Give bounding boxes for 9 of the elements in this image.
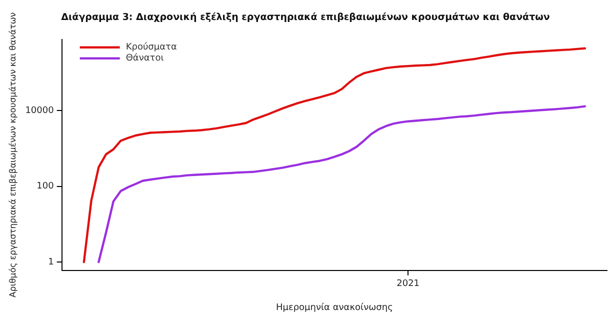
legend-label: Θάνατοι bbox=[126, 52, 164, 64]
x-tick-label: 2021 bbox=[396, 279, 420, 290]
y-axis-title: Αριθμός εργαστηριακά επιβεβαιωμένων κρουσμάτων και θανάτων bbox=[8, 12, 18, 298]
chart-title: Διάγραμμα 3: Διαχρονική εξέλιξη εργαστηριακά επιβεβαιωμένων κρουσμάτων και θανάτων bbox=[61, 12, 550, 24]
x-axis-title: Ημερομηνία ανακοίνωσης bbox=[276, 302, 393, 313]
y-tick-label: 1 bbox=[48, 257, 54, 268]
legend-label: Κρούσματα bbox=[126, 42, 177, 53]
y-tick-label: 10000 bbox=[25, 106, 54, 116]
y-tick-label: 100 bbox=[36, 182, 54, 192]
